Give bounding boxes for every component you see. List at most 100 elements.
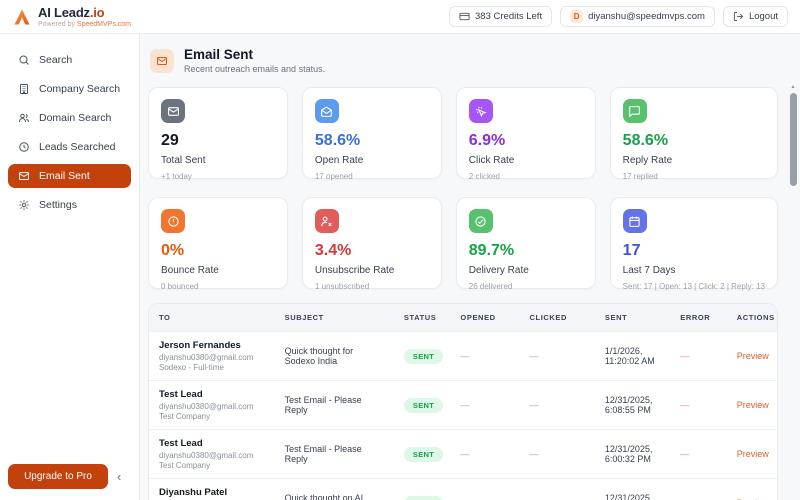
table-row: Test Lead diyanshu0380@gmail.com Test Co… bbox=[149, 429, 777, 479]
topbar: AI Leadz.io Powered by SpeedMVPs.com 383… bbox=[0, 0, 800, 34]
opened-value: — bbox=[460, 351, 470, 361]
credits-button[interactable]: 383 Credits Left bbox=[449, 6, 553, 27]
stat-label: Delivery Rate bbox=[468, 265, 529, 276]
opened-value: — bbox=[460, 498, 469, 500]
brand-title: AI Leadz.io bbox=[38, 4, 105, 20]
stat-subtext: +1 today bbox=[161, 172, 192, 181]
clicked-value: — bbox=[529, 400, 539, 410]
column-header-status: Status bbox=[393, 304, 451, 332]
lead-name: Test Lead bbox=[159, 438, 203, 449]
emails-table: To Subject Status Opened Clicked Sent Er… bbox=[149, 304, 777, 500]
chat-bubble-icon bbox=[622, 99, 647, 123]
sidebar-item-email-sent[interactable]: Email Sent bbox=[8, 164, 131, 188]
error-value: — bbox=[680, 400, 690, 410]
email-subject: Quick thought on AI product development bbox=[274, 478, 394, 500]
stat-subtext: Sent: 17 | Open: 13 | Click: 2 | Reply: … bbox=[622, 282, 765, 291]
sidebar-item-settings[interactable]: Settings bbox=[8, 193, 131, 217]
vertical-scrollbar[interactable]: ▲ bbox=[789, 84, 797, 500]
preview-link[interactable]: Preview bbox=[736, 351, 769, 361]
lead-email: diyanshu0380@gmail.com bbox=[159, 401, 254, 411]
search-icon bbox=[19, 55, 29, 65]
users-icon bbox=[19, 113, 29, 123]
stat-card-reply-rate: 58.6% Reply Rate 17 replied bbox=[609, 87, 778, 181]
clicked-value: — bbox=[530, 498, 539, 500]
sidebar-item-company-search[interactable]: Company Search bbox=[8, 77, 131, 101]
column-header-to: To bbox=[149, 304, 275, 332]
stat-value: 29 bbox=[161, 132, 179, 149]
stat-value: 89.7% bbox=[468, 242, 515, 259]
gear-icon bbox=[19, 200, 29, 210]
logout-icon bbox=[733, 11, 744, 22]
stat-label: Reply Rate bbox=[622, 155, 673, 166]
app-logo: AI Leadz.io Powered by SpeedMVPs.com bbox=[12, 6, 131, 28]
emails-table-card: To Subject Status Opened Clicked Sent Er… bbox=[148, 303, 778, 500]
table-header-row: To Subject Status Opened Clicked Sent Er… bbox=[149, 304, 777, 332]
scrollbar-thumb[interactable] bbox=[789, 93, 797, 186]
column-header-actions: Actions bbox=[726, 304, 777, 332]
stat-label: Last 7 Days bbox=[622, 265, 676, 276]
sidebar-collapse-button[interactable]: ‹ bbox=[117, 469, 122, 484]
mail-icon bbox=[161, 99, 185, 123]
stat-subtext: 26 delivered bbox=[468, 282, 513, 291]
lead-name: Test Lead bbox=[159, 389, 203, 400]
main-content: Email Sent Recent outreach emails and st… bbox=[140, 34, 800, 500]
preview-link[interactable]: Preview bbox=[736, 400, 769, 410]
email-sent-header-icon bbox=[150, 48, 174, 73]
lead-company: Sodexo - Full-time bbox=[159, 363, 224, 372]
stat-card-last-7-days: 17 Last 7 Days Sent: 17 | Open: 13 | Cli… bbox=[609, 197, 778, 291]
page-title: Email Sent bbox=[184, 47, 254, 62]
status-badge: SENT bbox=[403, 446, 444, 462]
scrollbar-up-arrow[interactable]: ▲ bbox=[790, 84, 796, 90]
user-avatar: D bbox=[570, 10, 584, 23]
sidebar-item-leads-searched[interactable]: Leads Searched bbox=[8, 135, 131, 159]
sent-timestamp: 1/1/2026, 11:20:02 AM bbox=[594, 331, 671, 381]
stat-label: Total Sent bbox=[161, 155, 206, 166]
stats-grid: 29 Total Sent +1 today 58.6% Open Rate 1… bbox=[148, 87, 778, 291]
table-row: Diyanshu Patel diyanshu.patel@gmail.com … bbox=[149, 478, 777, 500]
sidebar-item-search[interactable]: Search bbox=[8, 48, 131, 72]
credit-card-icon bbox=[459, 12, 470, 21]
check-circle-icon bbox=[468, 209, 493, 233]
sidebar: Search Company Search Domain Search Lead… bbox=[0, 34, 140, 500]
upgrade-to-pro-button[interactable]: Upgrade to Pro bbox=[8, 464, 108, 489]
column-header-sent: Sent bbox=[594, 304, 671, 332]
error-value: — bbox=[680, 449, 690, 459]
stat-subtext: 0 bounced bbox=[161, 282, 199, 291]
lead-company: Test Company bbox=[159, 461, 211, 470]
column-header-clicked: Clicked bbox=[519, 304, 595, 332]
stat-value: 58.6% bbox=[622, 132, 669, 149]
preview-link[interactable]: Preview bbox=[737, 498, 769, 500]
alert-circle-icon bbox=[161, 209, 185, 233]
stat-card-unsubscribe-rate: 3.4% Unsubscribe Rate 1 unsubscribed bbox=[301, 197, 442, 291]
opened-value: — bbox=[460, 449, 470, 459]
sent-timestamp: 12/31/2025, 6:00:32 PM bbox=[594, 429, 671, 479]
status-badge: SENT bbox=[403, 397, 444, 413]
error-value: — bbox=[680, 351, 690, 361]
brand-tagline: Powered by SpeedMVPs.com bbox=[38, 20, 132, 28]
history-icon bbox=[19, 142, 29, 152]
building-icon bbox=[20, 84, 28, 94]
sidebar-item-domain-search[interactable]: Domain Search bbox=[8, 106, 131, 130]
stat-subtext: 2 clicked bbox=[468, 172, 500, 181]
stat-label: Bounce Rate bbox=[161, 265, 219, 276]
clicked-value: — bbox=[529, 351, 539, 361]
user-x-icon bbox=[314, 209, 339, 233]
status-badge: SENT bbox=[403, 495, 444, 500]
stat-value: 0% bbox=[161, 242, 185, 259]
page-subtitle: Recent outreach emails and status. bbox=[184, 64, 326, 74]
status-badge: SENT bbox=[403, 348, 444, 364]
clicked-value: — bbox=[529, 449, 539, 459]
stat-subtext: 1 unsubscribed bbox=[314, 282, 370, 291]
stat-label: Click Rate bbox=[468, 155, 515, 166]
user-account-button[interactable]: D diyanshu@speedmvps.com bbox=[560, 6, 715, 27]
mail-open-icon bbox=[314, 99, 339, 123]
stat-card-bounce-rate: 0% Bounce Rate 0 bounced bbox=[148, 197, 288, 291]
logout-label: Logout bbox=[748, 11, 778, 22]
stat-subtext: 17 replied bbox=[622, 172, 658, 181]
cursor-click-icon bbox=[468, 99, 493, 123]
logout-button[interactable]: Logout bbox=[722, 6, 788, 27]
table-row: Jerson Fernandes diyanshu0380@gmail.com … bbox=[149, 331, 777, 381]
preview-link[interactable]: Preview bbox=[736, 449, 769, 459]
mail-icon bbox=[19, 172, 29, 180]
column-header-opened: Opened bbox=[450, 304, 520, 332]
